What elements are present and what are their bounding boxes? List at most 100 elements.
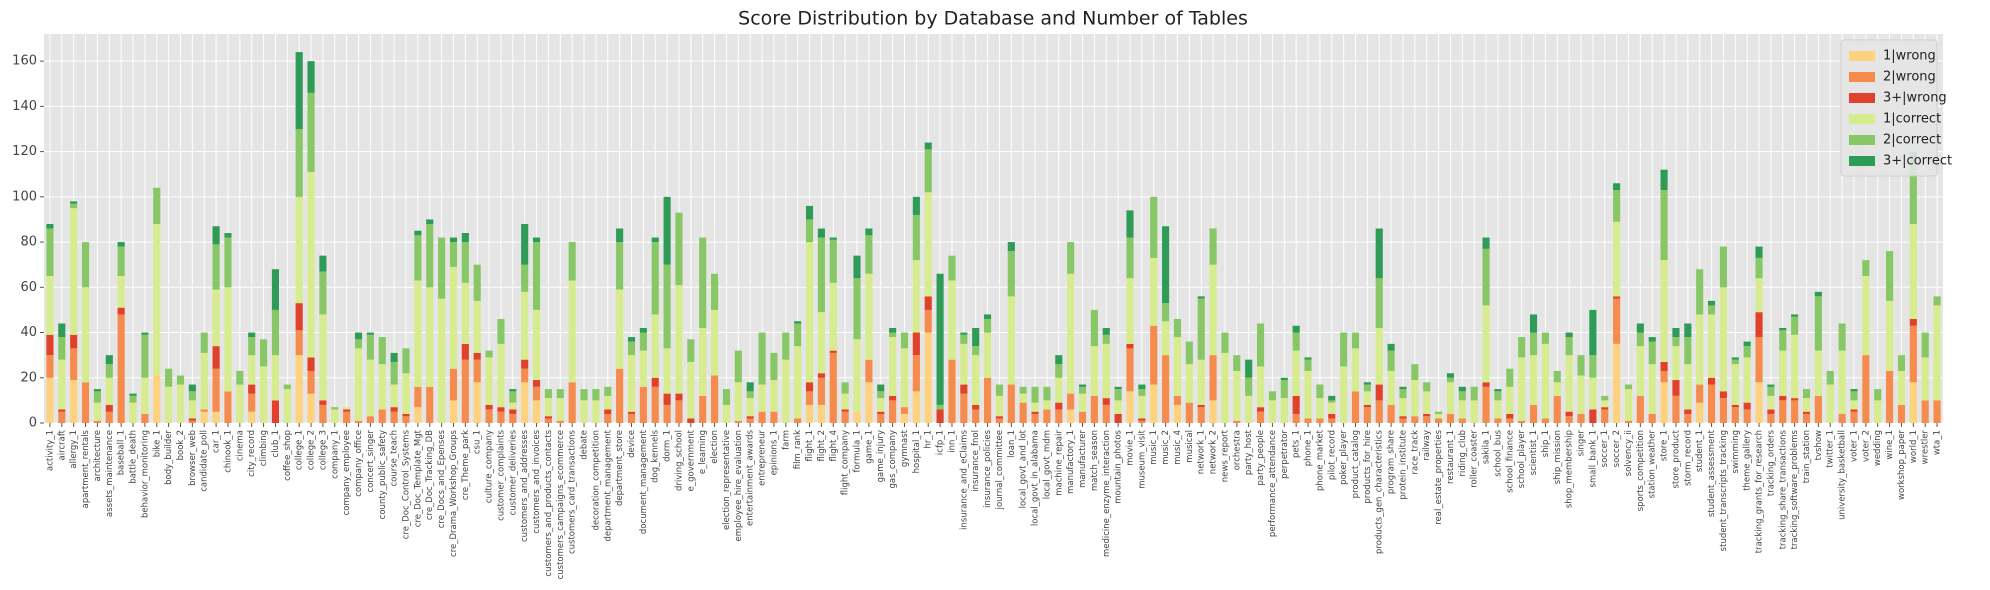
x-tick-label: cre_Doc_Tracking_DB <box>425 430 435 520</box>
bar-segment <box>1435 411 1443 414</box>
bar-segment <box>1007 296 1015 385</box>
x-tick-label: concert_singer <box>366 430 376 493</box>
bar-segment <box>1399 389 1407 399</box>
bar-segment <box>307 92 315 172</box>
bar-segment <box>390 384 398 408</box>
bar-segment <box>1684 409 1692 414</box>
bar-segment <box>521 223 529 265</box>
bar-segment <box>1791 314 1799 317</box>
bar-segment <box>711 273 719 310</box>
bar-segment <box>1328 400 1336 403</box>
bar-segment <box>889 332 897 338</box>
bar-segment <box>449 242 458 267</box>
y-tick-label: 0 <box>29 416 37 431</box>
x-tick-label: game_1 <box>864 430 874 464</box>
bar-segment <box>1387 343 1395 351</box>
bar-segment <box>1197 296 1205 299</box>
bar-segment <box>568 382 576 423</box>
bar-segment <box>1209 355 1217 401</box>
bar-segment <box>1755 246 1763 258</box>
x-tick-label: club_1 <box>271 430 281 457</box>
x-tick-label: store_product <box>1671 429 1681 488</box>
chart-title: Score Distribution by Database and Numbe… <box>738 8 1248 30</box>
bar-segment <box>651 242 659 315</box>
bar-segment <box>1446 377 1455 383</box>
bar-segment <box>1328 413 1336 419</box>
bar-segment <box>473 352 481 360</box>
bar-segment <box>865 359 873 383</box>
bar-segment <box>1162 226 1170 304</box>
bar-segment <box>1731 407 1739 423</box>
bar-segment <box>319 255 327 272</box>
bar-segment <box>1256 323 1265 367</box>
bar-segment <box>212 289 220 347</box>
bar-segment <box>1731 357 1739 360</box>
bar-segment <box>1897 370 1906 405</box>
bar-segment <box>1672 380 1680 396</box>
bar-segment <box>1529 355 1538 405</box>
x-tick-label: pets_1 <box>1292 430 1302 458</box>
bar-segment <box>532 237 541 243</box>
bar-segment <box>1791 398 1799 401</box>
x-tick-label: allergy_1 <box>69 430 79 469</box>
x-tick-label: college_3 <box>318 430 328 470</box>
bar-segment <box>1518 337 1526 358</box>
x-tick-label: department_management <box>603 429 613 541</box>
bar-segment <box>1292 395 1300 414</box>
bar-segment <box>1221 352 1229 423</box>
bar-segment <box>414 407 422 423</box>
bar-segment <box>1707 305 1716 315</box>
x-tick-label: assets_maintenance <box>105 430 115 517</box>
x-tick-label: cinema <box>235 430 245 461</box>
bar-segment <box>1814 296 1822 351</box>
bar-segment <box>1209 400 1217 423</box>
bar-segment <box>699 328 707 396</box>
bar-segment <box>1672 337 1680 347</box>
bar-segment <box>70 208 78 335</box>
bar-segment <box>461 343 469 360</box>
x-tick-label: activity_1 <box>45 430 55 471</box>
x-tick-label: wedding <box>1873 430 1883 466</box>
bar-segment <box>1007 242 1015 252</box>
bar-segment <box>521 382 529 423</box>
bar-segment <box>805 404 814 423</box>
bar-segment <box>1351 332 1360 349</box>
legend-label: 2|correct <box>1883 133 1941 148</box>
x-tick-label: hospital_1 <box>912 430 922 473</box>
bar-segment <box>105 404 113 412</box>
bar-segment <box>1613 190 1621 222</box>
bar-segment <box>188 391 196 401</box>
bar-segment <box>1375 328 1383 385</box>
bar-segment <box>1043 409 1051 423</box>
x-tick-label: election_representative <box>722 430 732 530</box>
legend-swatch <box>1849 93 1875 103</box>
x-tick-label: game_injury <box>876 430 886 482</box>
bar-segment <box>1601 409 1609 423</box>
bar-segment <box>1494 391 1502 401</box>
bar-segment <box>853 278 861 340</box>
bar-segment <box>1067 409 1075 423</box>
bar-segment <box>93 391 101 403</box>
bar-segment <box>1031 402 1039 412</box>
bar-segment <box>995 395 1003 417</box>
x-tick-label: gas_company <box>888 430 898 488</box>
bar-segment <box>117 314 125 423</box>
bar-segment <box>948 255 956 281</box>
bar-segment <box>1779 350 1787 396</box>
bar-segment <box>354 339 363 349</box>
bar-segment <box>461 359 469 423</box>
bar-segment <box>1482 305 1490 383</box>
bar-segment <box>936 404 944 410</box>
bar-segment <box>414 280 422 387</box>
x-tick-label: college_1 <box>295 430 305 470</box>
x-tick-label: soccer_1 <box>1600 430 1610 467</box>
x-tick-label: storm_record <box>1683 430 1693 486</box>
bar-segment <box>1114 413 1122 423</box>
bar-segment <box>1019 402 1027 423</box>
bar-segment <box>1802 398 1811 412</box>
bar-segment <box>1280 377 1288 381</box>
bar-segment <box>1660 382 1668 423</box>
bar-segment <box>473 300 481 353</box>
bar-segment <box>212 226 220 245</box>
bar-segment <box>1565 416 1573 423</box>
